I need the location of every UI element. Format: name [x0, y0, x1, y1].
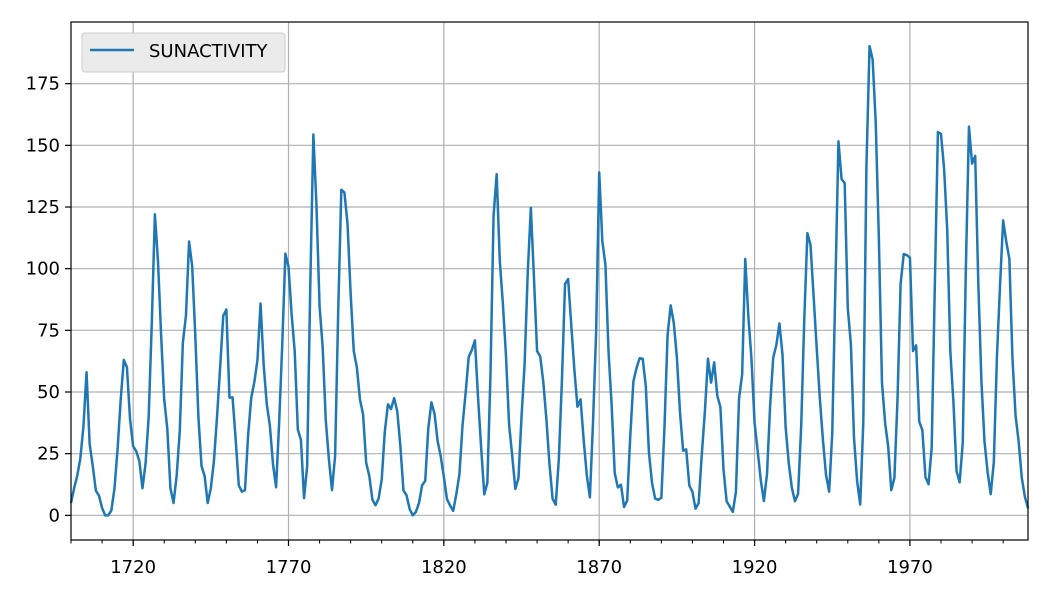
- x-tick-label: 1770: [266, 557, 312, 578]
- legend-box: [81, 32, 286, 73]
- x-tick-label: 1820: [421, 557, 467, 578]
- x-tick-label: 1920: [732, 557, 778, 578]
- y-axis: 0 25 50 75 100 125 150 175: [26, 74, 71, 526]
- y-tick-label: 25: [37, 444, 60, 465]
- x-tick-label: 1870: [576, 557, 622, 578]
- y-tick-label: 175: [26, 74, 60, 95]
- y-tick-label: 50: [37, 382, 60, 403]
- x-tick-label: 1720: [110, 557, 156, 578]
- y-tick-label: 100: [26, 259, 60, 280]
- series-layer: [69, 44, 1030, 517]
- y-tick-label: 150: [26, 135, 60, 156]
- legend-label: SUNACTIVITY: [149, 41, 269, 62]
- legend: SUNACTIVITY: [81, 32, 286, 73]
- y-tick-label: 125: [26, 197, 60, 218]
- series-line-sunactivity: [69, 44, 1030, 517]
- y-tick-label: 75: [37, 320, 60, 341]
- plot-area-frame: [70, 21, 1029, 541]
- x-tick-label: 1970: [887, 557, 933, 578]
- x-axis: 1720 1770 1820 1870 1920 1970: [70, 540, 1004, 578]
- y-tick-label: 0: [49, 505, 60, 526]
